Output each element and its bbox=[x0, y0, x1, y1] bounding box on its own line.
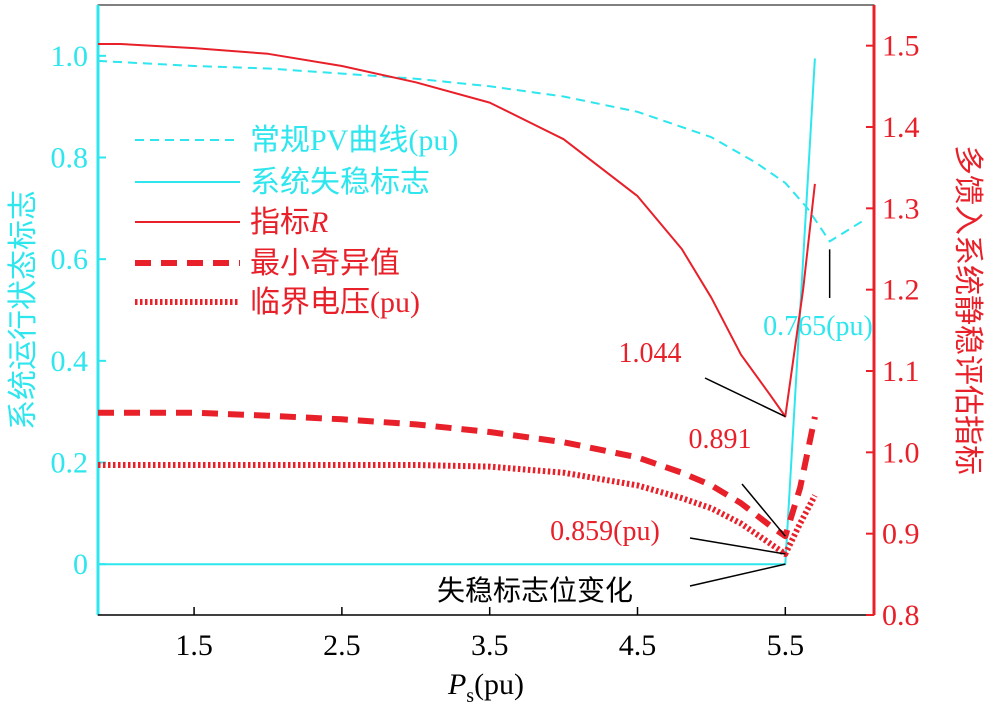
x-ticks: 1.5 2.5 3.5 4.5 5.5 bbox=[175, 607, 804, 662]
annotation-flag-change-leader bbox=[689, 563, 786, 587]
y-left-tick-label: 0.8 bbox=[51, 142, 89, 175]
y-right-tick-label: 0.8 bbox=[882, 599, 920, 632]
plot-frame bbox=[97, 4, 875, 616]
x-axis-title-main: P bbox=[447, 668, 466, 701]
x-tick-label: 2.5 bbox=[323, 629, 361, 662]
y-right-tick-label: 1.5 bbox=[882, 30, 920, 63]
series-layer bbox=[97, 43, 868, 566]
y-right-ticks: 0.8 0.9 1.0 1.1 1.2 1.3 1.4 1.5 bbox=[866, 30, 920, 632]
series-critical-voltage bbox=[98, 462, 818, 557]
y-right-tick-label: 1.0 bbox=[882, 436, 920, 469]
series-min-singular-value bbox=[98, 409, 818, 540]
annotation-0891-leader bbox=[741, 483, 786, 537]
y-left-tick-label: 0.2 bbox=[51, 447, 89, 480]
y-left-tick-label: 1.0 bbox=[51, 40, 89, 73]
y-left-ticks: 0 0.2 0.4 0.6 0.8 1.0 bbox=[51, 40, 106, 581]
x-axis-title-sub: s bbox=[466, 685, 474, 707]
annotation-0891-label: 0.891 bbox=[689, 424, 752, 455]
y-left-title: 系统运行状态标志 bbox=[7, 190, 40, 430]
legend-label-sv: 最小奇异值 bbox=[250, 247, 400, 280]
annotation-flag-change-label: 失稳标志位变化 bbox=[437, 575, 633, 607]
y-right-tick-label: 1.4 bbox=[882, 111, 920, 144]
legend-label-r-text: 指标 bbox=[250, 206, 310, 239]
x-axis-title: Ps(pu) bbox=[447, 668, 524, 707]
legend-label-r-italic: R bbox=[309, 206, 328, 239]
annotation-0859-leader bbox=[689, 537, 786, 555]
annotation-0765-label: 0.765(pu) bbox=[763, 311, 873, 342]
x-axis-title-unit: (pu) bbox=[474, 668, 524, 701]
y-left-tick-label: 0.4 bbox=[51, 345, 89, 378]
series-pv-curve bbox=[97, 59, 868, 243]
y-right-tick-label: 0.9 bbox=[882, 518, 920, 551]
y-left-tick-label: 0.6 bbox=[51, 243, 89, 276]
x-tick-label: 4.5 bbox=[619, 629, 657, 662]
legend-label-cv: 临界电压(pu) bbox=[250, 286, 420, 319]
legend-label-pv: 常规PV曲线(pu) bbox=[250, 124, 458, 157]
legend: 常规PV曲线(pu) 系统失稳标志 指标R 最小奇异值 临界电压(pu) bbox=[135, 124, 458, 319]
y-right-tick-label: 1.3 bbox=[882, 192, 920, 225]
y-right-title: 多馈入系统静稳评估指标 bbox=[951, 145, 984, 475]
y-left-tick-label: 0 bbox=[73, 548, 88, 581]
annotation-1044-label: 1.044 bbox=[619, 338, 682, 369]
y-right-tick-label: 1.1 bbox=[882, 355, 920, 388]
y-right-tick-label: 1.2 bbox=[882, 274, 920, 307]
x-tick-label: 3.5 bbox=[471, 629, 509, 662]
x-tick-label: 1.5 bbox=[175, 629, 213, 662]
legend-label-flag: 系统失稳标志 bbox=[250, 166, 430, 199]
annotation-1044-leader bbox=[704, 377, 786, 418]
annotation-0859-label: 0.859(pu) bbox=[550, 516, 660, 547]
annotation-layer: 0.765(pu) 1.044 0.891 0.859(pu) 失稳标志位变化 bbox=[437, 249, 873, 607]
x-tick-label: 5.5 bbox=[767, 629, 805, 662]
legend-label-r: 指标R bbox=[250, 206, 328, 239]
series-index-r bbox=[98, 43, 816, 418]
